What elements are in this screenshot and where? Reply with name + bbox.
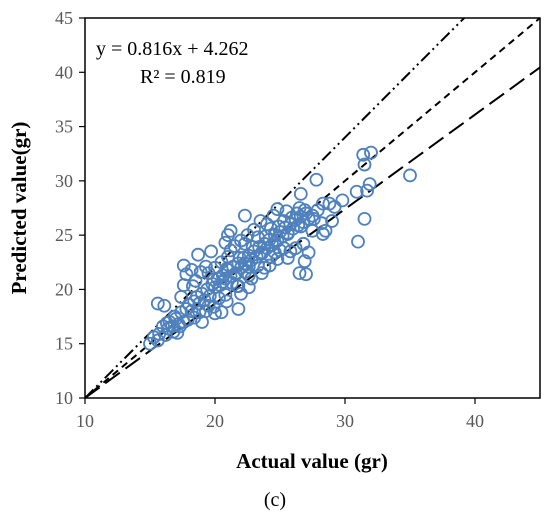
x-axis-ticks: 10 20 30 40	[76, 398, 484, 431]
reference-line-long-dash	[85, 66, 540, 398]
data-point	[191, 247, 206, 262]
y-tick-label: 35	[55, 117, 73, 137]
data-point	[227, 239, 242, 253]
data-point	[357, 157, 372, 172]
data-point	[293, 186, 308, 201]
data-point	[185, 279, 200, 294]
data-point	[237, 256, 252, 271]
y-tick-label: 40	[55, 62, 73, 82]
data-point	[208, 306, 222, 321]
data-point	[335, 193, 350, 208]
data-point	[299, 267, 313, 282]
data-point	[362, 177, 377, 192]
data-point	[150, 296, 165, 311]
data-point	[157, 298, 172, 313]
data-point	[198, 259, 213, 274]
data-point	[301, 211, 316, 226]
y-tick-label: 15	[55, 334, 73, 354]
data-point	[309, 172, 324, 187]
data-point	[170, 325, 185, 340]
data-point	[179, 267, 194, 282]
data-point	[254, 266, 269, 281]
data-point	[237, 236, 252, 251]
data-point	[204, 244, 219, 259]
figure-caption: (c)	[264, 489, 286, 511]
y-axis-title: Predicted value(gr)	[7, 122, 31, 295]
data-point	[258, 229, 273, 244]
data-point	[206, 299, 221, 314]
data-point	[237, 208, 252, 223]
data-point	[245, 240, 260, 254]
data-point	[364, 145, 378, 160]
data-point	[318, 223, 333, 238]
data-point	[288, 241, 303, 256]
data-point	[357, 211, 372, 226]
data-point	[176, 258, 191, 273]
data-point	[360, 183, 375, 198]
data-point	[253, 214, 268, 228]
data-point	[314, 216, 329, 231]
data-point	[292, 266, 307, 281]
data-point	[218, 287, 233, 302]
data-point	[219, 294, 234, 309]
data-point	[301, 245, 316, 260]
data-point	[219, 261, 234, 276]
data-point	[351, 234, 365, 249]
data-point	[297, 254, 312, 269]
data-point	[195, 315, 209, 329]
data-point	[206, 272, 221, 287]
data-point	[403, 168, 417, 183]
data-point	[215, 274, 230, 289]
data-points	[143, 145, 417, 351]
data-point	[280, 251, 295, 265]
x-tick-label: 40	[466, 411, 484, 431]
data-point	[184, 304, 199, 319]
data-point	[349, 184, 364, 199]
y-tick-label: 45	[55, 8, 73, 28]
data-point	[356, 147, 371, 162]
data-point	[293, 219, 308, 234]
data-point	[305, 223, 320, 238]
data-point	[271, 219, 286, 234]
y-tick-label: 30	[55, 171, 73, 191]
data-point	[262, 258, 277, 273]
data-point	[280, 227, 295, 241]
data-point	[284, 210, 299, 225]
y-axis-ticks: 10 15 20 25 30 35 40 45	[55, 8, 85, 408]
data-point	[187, 310, 202, 325]
data-point	[325, 214, 339, 228]
y-tick-label: 10	[55, 388, 73, 408]
equation-annotation: y = 0.816x + 4.262	[96, 38, 249, 60]
y-tick-label: 25	[55, 225, 73, 245]
data-point	[267, 245, 282, 260]
plot-frame	[84, 17, 541, 399]
y-tick-label: 20	[55, 279, 73, 299]
x-tick-label: 10	[76, 411, 94, 431]
x-tick-label: 20	[206, 411, 224, 431]
data-point	[270, 202, 285, 216]
data-point	[218, 235, 233, 250]
data-point	[315, 196, 330, 211]
x-tick-label: 30	[336, 411, 354, 431]
data-point	[241, 268, 256, 283]
data-point	[231, 302, 246, 316]
r-squared-annotation: R² = 0.819	[140, 66, 226, 88]
data-point	[241, 259, 256, 274]
data-point	[221, 228, 235, 243]
x-axis-title: Actual value (gr)	[236, 449, 388, 473]
data-point	[240, 228, 255, 243]
